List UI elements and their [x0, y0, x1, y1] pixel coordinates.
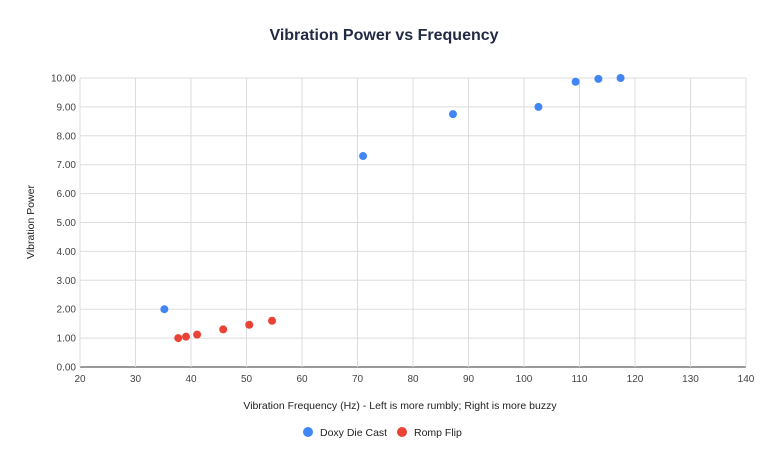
- x-tick-label: 100: [516, 374, 533, 385]
- data-point: [193, 330, 202, 339]
- y-tick-label: 8.00: [57, 131, 77, 142]
- legend-label: Doxy Die Cast: [320, 427, 387, 439]
- data-point: [219, 325, 228, 334]
- y-axis-label: Vibration Power: [25, 185, 37, 259]
- data-point: [616, 74, 625, 82]
- data-point: [359, 152, 368, 161]
- tick-labels: 0.00 1.00 2.00 3.00 4.00 5.00 6.00 7.00 8.00 9.00…: [51, 74, 755, 386]
- x-tick-label: 120: [627, 374, 644, 385]
- x-tick-label: 20: [74, 374, 86, 385]
- y-tick-label: 1.00: [57, 334, 77, 345]
- x-tick-label: 130: [682, 374, 699, 385]
- y-tick-label: 10.00: [51, 74, 76, 85]
- legend-marker: [303, 427, 313, 437]
- x-tick-label: 80: [407, 374, 419, 385]
- chart-title: Vibration Power vs Frequency: [269, 27, 498, 44]
- data-points: [160, 74, 625, 343]
- x-tick-label: 60: [296, 374, 308, 385]
- y-tick-label: 2.00: [57, 305, 77, 316]
- data-point: [448, 110, 457, 119]
- legend-marker: [397, 427, 407, 437]
- data-point: [245, 320, 254, 329]
- y-tick-label: 3.00: [57, 276, 77, 287]
- x-tick-label: 50: [241, 374, 253, 385]
- x-tick-label: 30: [130, 374, 142, 385]
- x-axis-label: Vibration Frequency (Hz) - Left is more …: [243, 400, 557, 412]
- gridlines: [79, 77, 747, 368]
- data-point: [534, 102, 543, 111]
- y-tick-label: 5.00: [57, 218, 77, 229]
- data-point: [268, 316, 277, 325]
- data-point: [594, 74, 603, 83]
- y-tick-label: 6.00: [57, 189, 77, 200]
- y-tick-label: 0.00: [57, 363, 77, 374]
- data-point: [160, 305, 169, 314]
- data-point: [182, 332, 191, 341]
- x-tick-label: 90: [463, 374, 475, 385]
- x-tick-label: 70: [352, 374, 364, 385]
- data-point: [571, 77, 580, 86]
- y-tick-label: 7.00: [57, 160, 77, 171]
- x-tick-label: 40: [185, 374, 197, 385]
- legend: Doxy Die Cast Romp Flip: [303, 427, 462, 439]
- data-point: [174, 334, 183, 343]
- y-tick-label: 9.00: [57, 102, 77, 113]
- y-tick-label: 4.00: [57, 247, 77, 258]
- x-tick-label: 110: [572, 374, 588, 385]
- legend-label: Romp Flip: [414, 427, 462, 439]
- x-tick-label: 140: [738, 374, 755, 385]
